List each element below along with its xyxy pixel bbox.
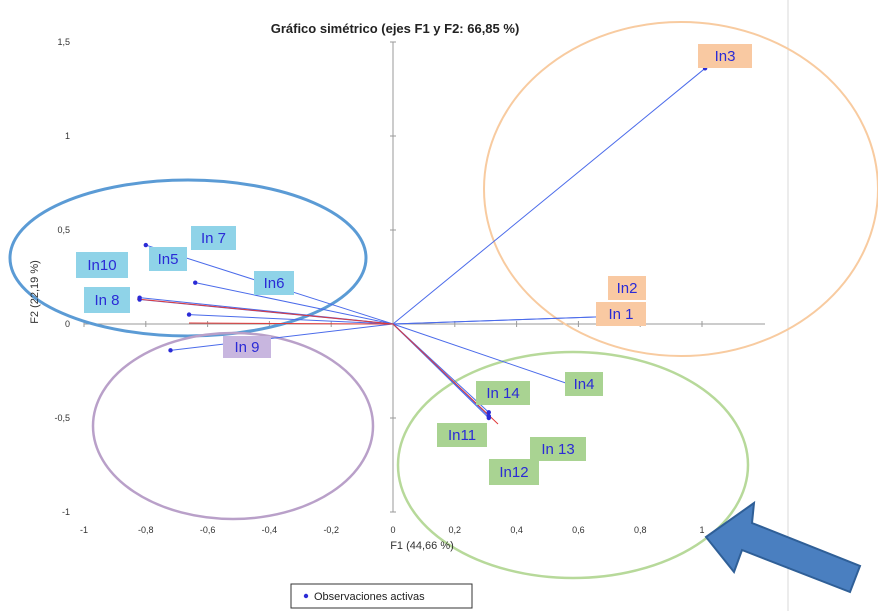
x-tick-label: 0 — [390, 525, 395, 535]
point-label: In 9 — [234, 339, 259, 356]
data-point — [168, 348, 173, 353]
point-label-box — [254, 271, 294, 295]
x-tick-label: -0,6 — [200, 525, 216, 535]
data-point — [186, 312, 192, 317]
y-axis-title: F2 (22,19 %) — [29, 260, 41, 324]
point-label: In6 — [264, 275, 285, 292]
vector-line — [392, 323, 570, 385]
vector-line — [392, 67, 706, 325]
data-point — [143, 242, 148, 248]
legend-box — [290, 583, 473, 609]
point-labels: In3 In2 In 1 In4 In 14 In11 In 13 In12 In 7 In5 In… — [76, 44, 752, 485]
cluster-ellipses — [8, 21, 878, 580]
point-label-box — [76, 252, 128, 278]
point-label-box — [608, 276, 646, 300]
green-cluster-ellipse — [396, 350, 750, 580]
point-label: In 7 — [201, 230, 226, 247]
point-label: In 1 — [608, 306, 633, 323]
point-label-box — [530, 437, 586, 461]
vectors — [136, 67, 706, 425]
x-tick-label: 0,6 — [572, 525, 585, 535]
point-label-box — [476, 381, 530, 405]
data-point — [486, 410, 491, 415]
point-label: In3 — [715, 48, 736, 65]
point-label-box — [191, 226, 236, 250]
x-tick-label: 0,8 — [634, 525, 647, 535]
point-label-box — [698, 44, 752, 68]
point-label-box — [223, 336, 271, 358]
data-point — [486, 413, 491, 419]
vector-line — [170, 323, 394, 351]
point-label: In 14 — [486, 385, 519, 402]
data-point — [137, 297, 142, 302]
legend-entry: Observaciones activas — [314, 591, 425, 603]
y-tick-label: -1 — [62, 507, 70, 517]
vector-line-red — [392, 323, 499, 425]
chart-title: Gráfico simétrico (ejes F1 y F2: 66,85 %… — [271, 21, 520, 36]
y-tick-label: 0 — [65, 319, 70, 329]
x-tick-label: -0,2 — [323, 525, 339, 535]
point-label: In11 — [448, 427, 476, 444]
x-tick-label: 0,2 — [449, 525, 462, 535]
vector-line-red — [136, 298, 394, 325]
point-label: In 13 — [541, 441, 574, 458]
vector-line-red — [188, 322, 394, 325]
point-label-box — [149, 247, 187, 271]
x-tick-label: -0,8 — [138, 525, 154, 535]
point-label: In12 — [499, 464, 528, 481]
x-tick-label: -0,4 — [262, 525, 278, 535]
point-label-box — [84, 287, 130, 313]
y-tick-label: 0,5 — [57, 225, 70, 235]
orange-cluster-ellipse — [483, 21, 878, 357]
point-label: In10 — [87, 257, 116, 274]
point-label: In 8 — [94, 292, 119, 309]
point-label-box — [437, 423, 487, 447]
highlight-arrow-icon — [704, 500, 862, 594]
y-tick-label: 1 — [65, 131, 70, 141]
x-tick-label: -1 — [80, 525, 88, 535]
point-label-box — [565, 372, 603, 396]
legend-marker — [303, 593, 309, 599]
y-tick-label: 1,5 — [57, 37, 70, 47]
axes: -1 -0,8 -0,6 -0,4 -0,2 0 0,2 0,4 0,6 0,8 1 -1 -0,5 0 0… — [54, 37, 765, 535]
data-point — [193, 280, 198, 285]
vector-line — [392, 315, 610, 325]
y-tick-label: -0,5 — [54, 413, 70, 423]
point-label-box — [489, 459, 539, 485]
x-tick-label: 0,4 — [510, 525, 523, 535]
point-label-box — [596, 302, 646, 326]
x-tick-label: 1 — [699, 525, 704, 535]
point-label: In4 — [574, 376, 595, 393]
point-label: In5 — [158, 251, 179, 268]
blue-cluster-ellipse — [8, 178, 368, 338]
point-label: In2 — [617, 280, 638, 297]
vector-line — [195, 282, 394, 325]
purple-cluster-ellipse — [91, 331, 375, 521]
x-axis-title: F1 (44,66 %) — [390, 540, 454, 552]
legend: Observaciones activas — [290, 583, 473, 609]
vector-line — [189, 314, 394, 325]
